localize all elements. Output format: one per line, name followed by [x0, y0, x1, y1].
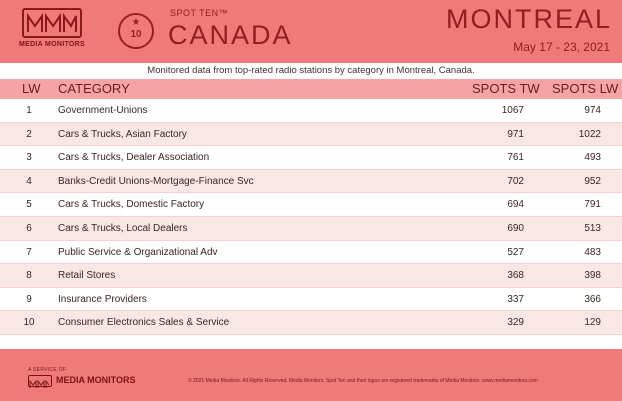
row-rank: 10	[23, 317, 35, 329]
logo-text: MEDIA MONITORS	[18, 41, 86, 48]
table-row: 1 Government-Unions 1067 974	[0, 99, 622, 123]
row-category: Insurance Providers	[58, 293, 147, 305]
table-row: 4 Banks-Credit Unions-Mortgage-Finance S…	[0, 169, 622, 194]
table-row: 10 Consumer Electronics Sales & Service …	[0, 311, 622, 335]
row-spots-lw: 493	[584, 152, 601, 164]
row-spots-tw: 329	[507, 317, 524, 329]
row-spots-tw: 761	[507, 152, 524, 164]
brand-country-title: CANADA	[168, 20, 293, 50]
subtitle: Monitored data from top-rated radio stat…	[0, 63, 622, 78]
row-spots-tw: 971	[507, 128, 524, 140]
footer-logo-icon	[28, 375, 52, 388]
row-rank: 8	[26, 270, 32, 282]
row-spots-lw: 366	[584, 293, 601, 305]
table-row: 9 Insurance Providers 337 366	[0, 288, 622, 312]
row-category: Retail Stores	[58, 270, 116, 282]
row-spots-lw: 791	[584, 199, 601, 211]
table-header: LW CATEGORY SPOTS TW SPOTS LW	[0, 79, 622, 99]
row-category: Banks-Credit Unions-Mortgage-Finance Svc	[58, 175, 254, 187]
row-category: Cars & Trucks, Dealer Association	[58, 152, 210, 164]
date-range: May 17 - 23, 2021	[513, 40, 610, 54]
row-category: Cars & Trucks, Domestic Factory	[58, 199, 205, 211]
row-spots-lw: 974	[584, 105, 601, 116]
row-rank: 5	[26, 199, 32, 211]
row-category: Cars & Trucks, Asian Factory	[58, 128, 187, 140]
row-spots-lw: 513	[584, 222, 601, 234]
brand-top-label: SPOT TEN™	[170, 8, 229, 18]
row-spots-tw: 702	[507, 175, 524, 187]
column-header-spots-tw: SPOTS TW	[472, 81, 540, 96]
row-spots-lw: 1022	[578, 128, 601, 140]
table-body: 1 Government-Unions 1067 974 2 Cars & Tr…	[0, 99, 622, 335]
row-rank: 2	[26, 128, 32, 140]
row-spots-lw: 952	[584, 175, 601, 187]
row-spots-lw: 129	[584, 317, 601, 329]
row-rank: 3	[26, 152, 32, 164]
row-category: Consumer Electronics Sales & Service	[58, 317, 230, 329]
footer-banner: A SERVICE OF MEDIA MONITORS © 2021 Media…	[0, 349, 622, 401]
row-spots-tw: 527	[507, 246, 524, 258]
logo-mark-icon	[22, 8, 82, 38]
row-category: Public Service & Organizational Adv	[58, 246, 218, 258]
copyright-text: © 2021 Media Monitors. All Rights Reserv…	[188, 378, 538, 384]
row-category: Government-Unions	[58, 105, 148, 116]
spot-ten-badge: ★ 10	[118, 13, 154, 49]
row-spots-tw: 337	[507, 293, 524, 305]
table-row: 8 Retail Stores 368 398	[0, 264, 622, 288]
media-monitors-logo: MEDIA MONITORS	[16, 8, 88, 52]
badge-number: 10	[130, 29, 142, 40]
row-spots-tw: 1067	[501, 105, 524, 116]
table-row: 5 Cars & Trucks, Domestic Factory 694 79…	[0, 193, 622, 217]
table-row: 2 Cars & Trucks, Asian Factory 971 1022	[0, 122, 622, 147]
row-rank: 9	[26, 293, 32, 305]
column-header-category: CATEGORY	[58, 81, 130, 96]
column-header-spots-lw: SPOTS LW	[552, 81, 619, 96]
table-row: 7 Public Service & Organizational Adv 52…	[0, 241, 622, 265]
row-rank: 1	[26, 105, 32, 116]
row-spots-tw: 690	[507, 222, 524, 234]
table-row: 3 Cars & Trucks, Dealer Association 761 …	[0, 146, 622, 170]
footer-brand: MEDIA MONITORS	[56, 375, 136, 385]
service-label: A SERVICE OF	[28, 367, 67, 373]
table-row: 6 Cars & Trucks, Local Dealers 690 513	[0, 216, 622, 241]
row-spots-tw: 694	[507, 199, 524, 211]
star-icon: ★	[131, 17, 141, 28]
city-title: MONTREAL	[445, 4, 612, 34]
header-banner: MEDIA MONITORS ★ 10 SPOT TEN™ CANADA MON…	[0, 0, 622, 63]
row-spots-tw: 368	[507, 270, 524, 282]
row-spots-lw: 483	[584, 246, 601, 258]
row-rank: 6	[26, 222, 32, 234]
column-header-lw: LW	[22, 81, 41, 96]
row-spots-lw: 398	[584, 270, 601, 282]
row-rank: 7	[26, 246, 32, 258]
row-rank: 4	[26, 175, 32, 187]
row-category: Cars & Trucks, Local Dealers	[58, 222, 188, 234]
